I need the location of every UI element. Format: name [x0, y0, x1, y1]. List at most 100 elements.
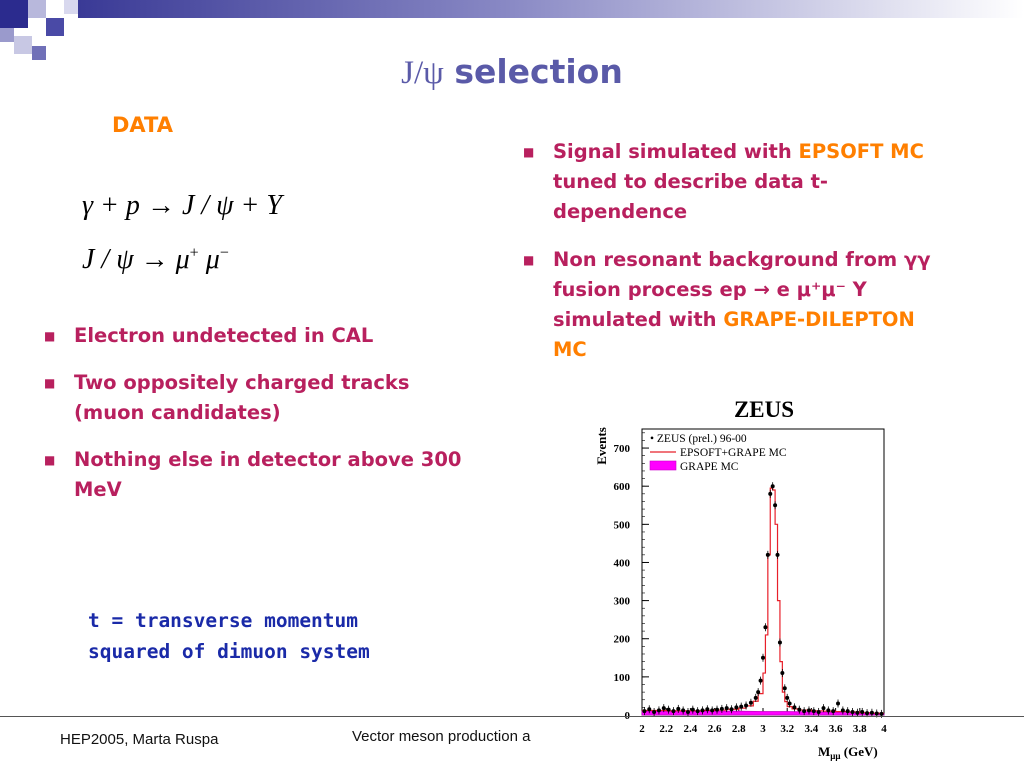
data-point [773, 503, 778, 508]
data-point [647, 707, 652, 712]
data-point [756, 690, 761, 695]
data-point [744, 703, 749, 708]
x-axis-label: Mμμ (GeV) [818, 744, 878, 761]
deco-square [0, 28, 14, 42]
data-point [845, 709, 850, 714]
data-point [787, 701, 792, 706]
left-bullet-1: ■ Electron undetected in CAL [44, 321, 464, 351]
data-point [690, 707, 695, 712]
data-point [642, 709, 647, 714]
data-point [811, 709, 816, 714]
legend-entry-epsoft: EPSOFT+GRAPE MC [680, 447, 787, 459]
x-tick-label: 3 [760, 723, 766, 735]
y-tick-label: 600 [614, 481, 631, 493]
data-point [765, 552, 770, 557]
data-point [768, 491, 773, 496]
data-point [656, 708, 661, 713]
mass-spectrum-chart: ZEUS Events Mμμ (GeV) 010020030040050060… [594, 397, 887, 761]
data-point [785, 695, 790, 700]
data-point [652, 709, 657, 714]
data-point [700, 708, 705, 713]
data-point [777, 640, 782, 645]
data-point [816, 709, 821, 714]
y-tick-label: 200 [614, 634, 631, 646]
y-axis-label: Events [594, 427, 609, 465]
bullet-square-icon: ■ [44, 376, 56, 390]
data-point [719, 706, 724, 711]
data-point [840, 708, 845, 713]
data-point [775, 552, 780, 557]
data-point [676, 706, 681, 711]
data-point [666, 707, 671, 712]
right-bullet-1: ■ Signal simulated with EPSOFT MC tuned … [523, 137, 948, 227]
deco-square [64, 0, 78, 14]
page-title: J/ψ selection [0, 52, 1024, 92]
footer-divider [0, 716, 1024, 717]
footer-author: HEP2005, Marta Ruspa [60, 731, 219, 748]
data-point [724, 706, 729, 711]
data-point [780, 671, 785, 676]
legend-swatch-grape [649, 460, 677, 471]
data-point [850, 709, 855, 714]
x-tick-label: 3.2 [780, 723, 794, 735]
data-point [826, 708, 831, 713]
data-point [874, 711, 879, 716]
x-tick-label: 2 [639, 723, 645, 735]
data-point [782, 686, 787, 691]
bullet-square-icon: ■ [44, 329, 56, 343]
data-point [831, 709, 836, 714]
x-tick-label: 3.8 [853, 723, 867, 735]
deco-square [28, 18, 46, 36]
left-bullet-3: ■ Nothing else in detector above 300 MeV [44, 445, 464, 505]
data-point [770, 484, 775, 489]
title-jpsi: J/ψ [401, 55, 444, 91]
footer-title: Vector meson production a [352, 728, 531, 745]
legend-entry-data: • ZEUS (prel.) 96-00 [650, 433, 747, 445]
legend-entry-grape: GRAPE MC [680, 461, 739, 473]
data-point [753, 695, 758, 700]
data-point [685, 709, 690, 714]
x-tick-label: 2.2 [659, 723, 673, 735]
data-point [729, 707, 734, 712]
x-tick-label: 2.8 [732, 723, 746, 735]
data-point [715, 707, 720, 712]
data-point [802, 709, 807, 714]
deco-square [46, 18, 64, 36]
data-point [739, 704, 744, 709]
data-point [836, 701, 841, 706]
data-point [681, 708, 686, 713]
data-point [705, 707, 710, 712]
data-point [695, 709, 700, 714]
data-point [761, 655, 765, 660]
deco-square [14, 36, 32, 54]
y-tick-label: 100 [614, 672, 631, 684]
data-point [748, 700, 753, 705]
x-tick-label: 3.6 [829, 723, 843, 735]
data-point [710, 708, 715, 713]
deco-square [28, 0, 46, 18]
data-point [865, 711, 870, 716]
y-tick-label: 700 [614, 443, 631, 455]
data-point [758, 678, 763, 683]
x-tick-label: 3.4 [805, 723, 819, 735]
x-tick-label: 2.6 [708, 723, 722, 735]
data-point [792, 705, 797, 710]
title-word: selection [454, 52, 623, 91]
y-tick-label: 500 [614, 519, 631, 531]
deco-square [0, 0, 28, 28]
bullet-square-icon: ■ [44, 453, 56, 467]
y-tick-label: 300 [614, 596, 631, 608]
deco-square [32, 46, 46, 60]
data-point [855, 710, 860, 715]
y-tick-label: 400 [614, 557, 631, 569]
data-point [879, 711, 884, 716]
data-point [806, 708, 811, 713]
equation-1: γ + p → J / ψ + Y [82, 190, 283, 221]
left-bullet-2: ■ Two oppositely charged tracks (muon ca… [44, 368, 464, 428]
series-epsoft-grape-mc [642, 487, 884, 714]
bullet-square-icon: ■ [523, 253, 535, 267]
chart-title: ZEUS [734, 397, 794, 422]
right-bullet-2: ■ Non resonant background from γγ fusion… [523, 245, 948, 365]
data-label: DATA [112, 113, 174, 137]
data-point [869, 710, 874, 715]
